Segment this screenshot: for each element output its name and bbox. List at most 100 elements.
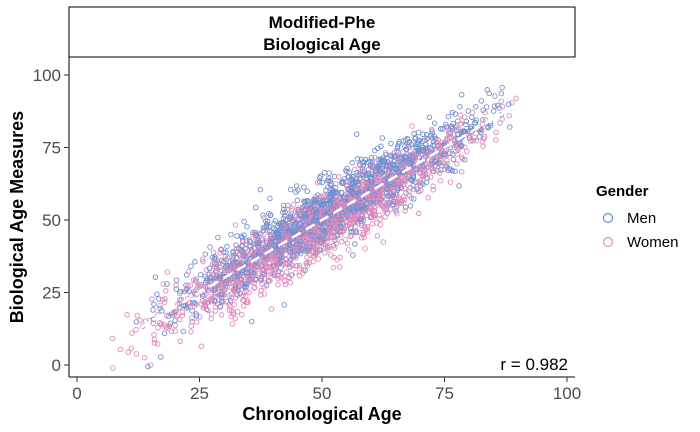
- point-women: [448, 135, 455, 141]
- point-women: [311, 252, 317, 259]
- point-men: [280, 202, 287, 209]
- point-women: [185, 268, 192, 275]
- point-men: [297, 238, 304, 245]
- point-men: [207, 244, 213, 250]
- point-women: [284, 206, 290, 213]
- point-women: [336, 222, 342, 229]
- point-women: [373, 174, 380, 180]
- point-men: [416, 137, 422, 144]
- point-women: [264, 233, 270, 240]
- point-men: [473, 103, 479, 110]
- point-men: [441, 151, 448, 158]
- point-men: [241, 218, 247, 225]
- point-men: [375, 156, 381, 163]
- point-men: [294, 197, 301, 204]
- point-men: [491, 103, 498, 109]
- point-women: [228, 291, 234, 297]
- point-men: [239, 243, 245, 249]
- point-women: [304, 262, 311, 269]
- point-women: [226, 307, 233, 314]
- point-women: [334, 231, 341, 238]
- point-women: [169, 312, 175, 318]
- point-women: [415, 210, 422, 217]
- point-women: [499, 103, 506, 110]
- point-women: [208, 315, 214, 322]
- point-men: [415, 148, 421, 155]
- point-men: [156, 296, 162, 302]
- point-women: [402, 177, 409, 183]
- point-men: [256, 239, 263, 245]
- point-men: [325, 177, 331, 184]
- point-men: [484, 87, 491, 93]
- point-women: [229, 263, 235, 269]
- point-men: [355, 179, 361, 185]
- point-women: [409, 123, 415, 129]
- point-women: [193, 276, 199, 282]
- point-women: [203, 267, 210, 273]
- point-women: [296, 262, 303, 269]
- point-women: [312, 228, 319, 234]
- point-women: [206, 293, 212, 300]
- point-men: [452, 168, 458, 174]
- point-men: [449, 168, 456, 174]
- point-women: [312, 231, 318, 237]
- point-men: [344, 168, 350, 175]
- point-women: [435, 144, 442, 150]
- point-women: [193, 319, 200, 325]
- point-men: [264, 218, 271, 224]
- point-women: [354, 213, 361, 219]
- point-men: [326, 201, 332, 207]
- point-men: [339, 190, 345, 196]
- point-women: [304, 244, 310, 251]
- point-men: [281, 206, 287, 213]
- point-men: [206, 265, 213, 272]
- point-women: [133, 351, 140, 357]
- point-women: [251, 285, 257, 291]
- point-women: [230, 255, 236, 261]
- point-women: [336, 211, 343, 217]
- point-women: [247, 261, 254, 267]
- point-men: [250, 229, 256, 236]
- point-women: [150, 320, 157, 327]
- legend-label-men: Men: [627, 210, 656, 227]
- point-men: [273, 249, 279, 256]
- point-women: [479, 121, 486, 127]
- x-tick-label: 100: [553, 384, 581, 403]
- point-men: [172, 317, 178, 324]
- point-men: [266, 240, 273, 247]
- point-women: [419, 172, 425, 179]
- point-women: [315, 256, 322, 262]
- point-men: [302, 213, 309, 219]
- point-men: [224, 243, 230, 250]
- point-women: [372, 155, 378, 161]
- point-men: [192, 259, 198, 265]
- point-women: [205, 307, 211, 313]
- point-women: [237, 279, 243, 285]
- point-women: [110, 365, 116, 371]
- point-women: [266, 260, 272, 266]
- point-women: [359, 168, 366, 175]
- point-men: [173, 286, 180, 292]
- point-women: [217, 250, 223, 256]
- point-women: [219, 286, 225, 293]
- point-men: [447, 150, 453, 156]
- point-men: [202, 279, 209, 286]
- point-men: [445, 113, 452, 120]
- point-women: [300, 267, 307, 273]
- point-women: [438, 157, 445, 164]
- point-women: [370, 189, 377, 196]
- point-women: [427, 160, 433, 167]
- point-women: [409, 151, 415, 158]
- point-women: [436, 170, 443, 176]
- point-women: [251, 284, 258, 291]
- point-women: [261, 214, 267, 221]
- x-tick-label: 25: [190, 384, 209, 403]
- point-men: [373, 199, 379, 206]
- legend-title: Gender: [596, 183, 649, 200]
- point-men: [394, 145, 401, 152]
- point-men: [304, 188, 311, 194]
- point-women: [430, 186, 437, 193]
- point-women: [363, 212, 370, 219]
- point-men: [412, 179, 419, 185]
- point-women: [330, 228, 336, 234]
